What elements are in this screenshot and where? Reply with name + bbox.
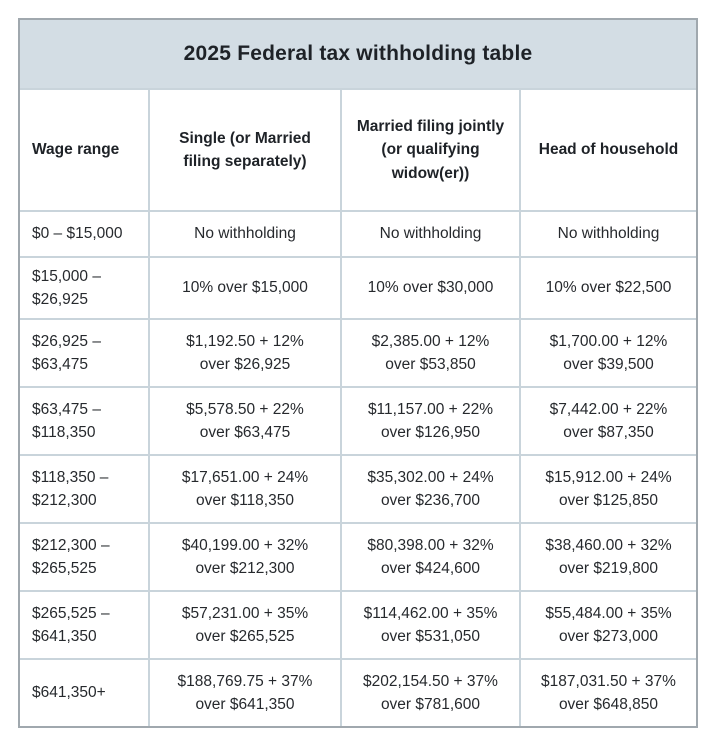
cell-head-of-household: $15,912.00 + 24% over $125,850 — [521, 456, 696, 522]
cell-wage-range: $265,525 – $641,350 — [20, 592, 148, 658]
cell-married-filing-jointly: $114,462.00 + 35% over $531,050 — [342, 592, 519, 658]
column-header-head-of-household: Head of household — [521, 90, 696, 210]
cell-single: $57,231.00 + 35% over $265,525 — [150, 592, 340, 658]
cell-wage-range: $26,925 – $63,475 — [20, 320, 148, 386]
cell-head-of-household: $1,700.00 + 12% over $39,500 — [521, 320, 696, 386]
cell-head-of-household: $187,031.50 + 37% over $648,850 — [521, 660, 696, 726]
cell-head-of-household: $55,484.00 + 35% over $273,000 — [521, 592, 696, 658]
cell-head-of-household: $38,460.00 + 32% over $219,800 — [521, 524, 696, 590]
federal-tax-withholding-table: 2025 Federal tax withholding table Wage … — [18, 18, 698, 728]
cell-married-filing-jointly: $80,398.00 + 32% over $424,600 — [342, 524, 519, 590]
cell-wage-range: $212,300 – $265,525 — [20, 524, 148, 590]
table-title: 2025 Federal tax withholding table — [20, 20, 696, 88]
cell-head-of-household: $7,442.00 + 22% over $87,350 — [521, 388, 696, 454]
cell-single: $188,769.75 + 37% over $641,350 — [150, 660, 340, 726]
cell-head-of-household: No withholding — [521, 212, 696, 256]
cell-married-filing-jointly: $2,385.00 + 12% over $53,850 — [342, 320, 519, 386]
cell-married-filing-jointly: No withholding — [342, 212, 519, 256]
cell-wage-range: $63,475 – $118,350 — [20, 388, 148, 454]
cell-head-of-household: 10% over $22,500 — [521, 258, 696, 318]
cell-married-filing-jointly: $202,154.50 + 37% over $781,600 — [342, 660, 519, 726]
cell-wage-range: $0 – $15,000 — [20, 212, 148, 256]
column-header-wage-range: Wage range — [20, 90, 148, 210]
cell-wage-range: $15,000 – $26,925 — [20, 258, 148, 318]
cell-single: $40,199.00 + 32% over $212,300 — [150, 524, 340, 590]
column-header-single: Single (or Married filing separately) — [150, 90, 340, 210]
cell-married-filing-jointly: $35,302.00 + 24% over $236,700 — [342, 456, 519, 522]
cell-single: 10% over $15,000 — [150, 258, 340, 318]
cell-single: $1,192.50 + 12% over $26,925 — [150, 320, 340, 386]
cell-single: $5,578.50 + 22% over $63,475 — [150, 388, 340, 454]
cell-wage-range: $641,350+ — [20, 660, 148, 726]
column-header-married-filing-jointly: Married filing jointly (or qualifying wi… — [342, 90, 519, 210]
cell-married-filing-jointly: $11,157.00 + 22% over $126,950 — [342, 388, 519, 454]
cell-married-filing-jointly: 10% over $30,000 — [342, 258, 519, 318]
cell-wage-range: $118,350 – $212,300 — [20, 456, 148, 522]
cell-single: No withholding — [150, 212, 340, 256]
cell-single: $17,651.00 + 24% over $118,350 — [150, 456, 340, 522]
